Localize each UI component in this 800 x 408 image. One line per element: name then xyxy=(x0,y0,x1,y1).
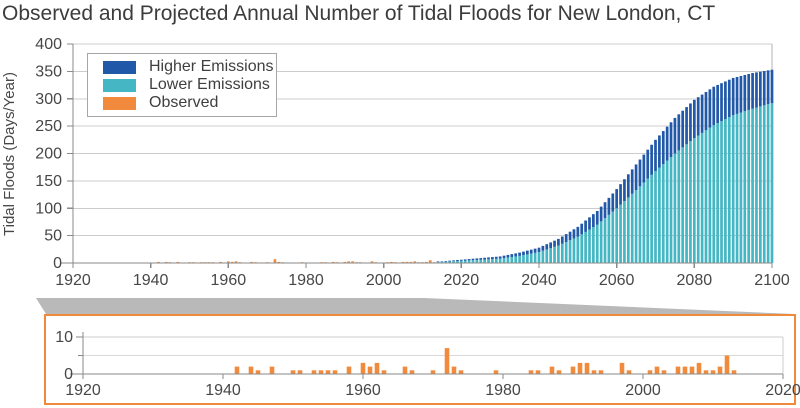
svg-text:300: 300 xyxy=(35,91,62,108)
legend-label-observed: Observed xyxy=(149,94,219,111)
legend: Higher Emissions Lower Emissions Observe… xyxy=(87,53,277,117)
observed-bars-inset xyxy=(234,348,737,374)
y-axis-title: Tidal Floods (Days/Year) xyxy=(1,72,18,236)
inset-frame xyxy=(44,314,796,405)
svg-text:1920: 1920 xyxy=(65,382,101,399)
higher-emissions-swatch-icon xyxy=(103,60,136,74)
legend-item-lower-emissions: Lower Emissions xyxy=(103,76,270,93)
zoom-connector-shape xyxy=(36,298,794,314)
svg-text:1940: 1940 xyxy=(205,382,241,399)
svg-text:150: 150 xyxy=(35,173,62,190)
svg-text:1920: 1920 xyxy=(55,272,91,289)
svg-text:1960: 1960 xyxy=(211,272,247,289)
svg-text:2000: 2000 xyxy=(625,382,661,399)
svg-text:350: 350 xyxy=(35,63,62,80)
legend-label-higher: Higher Emissions xyxy=(149,58,274,75)
svg-text:0: 0 xyxy=(64,366,73,383)
svg-text:10: 10 xyxy=(55,329,73,346)
inset-gridlines xyxy=(83,336,784,374)
inset-axes: 0 10 1920 1940 1960 1980 2000 2020 xyxy=(55,329,800,399)
observed-swatch-icon xyxy=(103,96,136,110)
legend-item-higher-emissions: Higher Emissions xyxy=(103,58,273,75)
svg-text:2020: 2020 xyxy=(765,382,800,399)
svg-text:2080: 2080 xyxy=(677,272,713,289)
svg-text:50: 50 xyxy=(44,228,62,245)
svg-text:1960: 1960 xyxy=(345,382,381,399)
svg-text:1980: 1980 xyxy=(288,272,324,289)
svg-text:2040: 2040 xyxy=(521,272,557,289)
higher-emissions-bars xyxy=(436,69,774,262)
svg-text:2020: 2020 xyxy=(444,272,480,289)
lower-emissions-bars xyxy=(436,103,774,264)
legend-label-lower: Lower Emissions xyxy=(149,76,270,93)
svg-text:2060: 2060 xyxy=(599,272,635,289)
svg-text:250: 250 xyxy=(35,118,62,135)
main-axes: 0 50 100 150 200 250 300 350 400 1920 1940 1960 1980… xyxy=(35,36,790,289)
svg-text:1940: 1940 xyxy=(133,272,169,289)
lower-emissions-swatch-icon xyxy=(103,78,136,92)
svg-text:0: 0 xyxy=(53,255,62,272)
svg-text:100: 100 xyxy=(35,200,62,217)
svg-text:Tidal Floods (Days/Year): Tidal Floods (Days/Year) xyxy=(1,72,18,236)
svg-text:2000: 2000 xyxy=(366,272,402,289)
svg-text:400: 400 xyxy=(35,36,62,53)
svg-text:1980: 1980 xyxy=(485,382,521,399)
legend-item-observed: Observed xyxy=(103,94,268,111)
chart-title: Observed and Projected Annual Number of … xyxy=(2,2,716,25)
svg-text:200: 200 xyxy=(35,146,62,163)
svg-text:2100: 2100 xyxy=(754,272,790,289)
